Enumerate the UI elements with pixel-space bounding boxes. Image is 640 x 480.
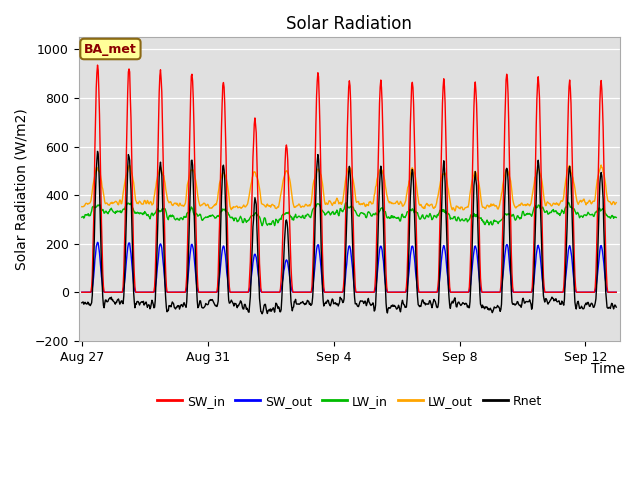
Legend: SW_in, SW_out, LW_in, LW_out, Rnet: SW_in, SW_out, LW_in, LW_out, Rnet	[152, 390, 547, 412]
Y-axis label: Solar Radiation (W/m2): Solar Radiation (W/m2)	[15, 108, 29, 270]
Text: BA_met: BA_met	[84, 43, 137, 56]
Text: Time: Time	[591, 362, 625, 376]
Title: Solar Radiation: Solar Radiation	[287, 15, 412, 33]
